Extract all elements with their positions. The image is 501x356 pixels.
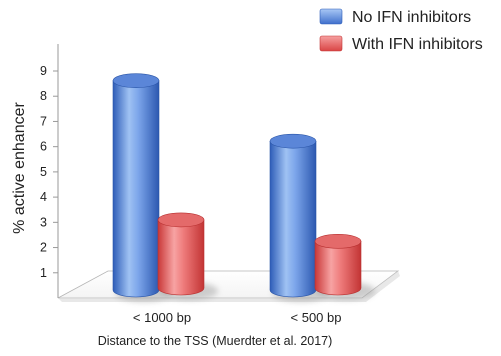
bar-with-ifn-1: [314, 234, 375, 300]
legend-label-no-ifn: No IFN inhibitors: [352, 9, 471, 26]
y-tick-label: 4: [40, 190, 47, 204]
bar-top: [157, 212, 205, 228]
legend-label-with-ifn: With IFN inhibitors: [352, 36, 483, 53]
category-label: < 1000 bp: [133, 310, 191, 325]
y-tick-label: 6: [40, 140, 47, 154]
y-ticks: 1 2 3 4 5 6 7 8 9: [40, 64, 58, 280]
bars-group: [112, 73, 375, 302]
floor-shadow: [58, 271, 400, 302]
x-axis-label: Distance to the TSS (Muerdter et al. 201…: [98, 334, 333, 348]
category-label: < 500 bp: [291, 310, 342, 325]
bar-top: [112, 73, 160, 88]
y-axis-label: % active enhancer: [11, 102, 28, 234]
y-tick-label: 7: [40, 114, 47, 128]
y-tick-label: 5: [40, 165, 47, 179]
y-tick-label: 2: [40, 241, 47, 255]
bar-body: [314, 241, 362, 296]
y-tick-label: 3: [40, 215, 47, 229]
legend-swatch-with-ifn: [319, 35, 343, 52]
legend: No IFN inhibitors With IFN inhibitors: [319, 8, 483, 53]
bar-top: [269, 133, 317, 149]
y-tick-label: 1: [40, 266, 47, 280]
bar-top: [314, 234, 362, 249]
bar-body: [157, 219, 205, 296]
bar-with-ifn-0: [157, 212, 218, 300]
y-tick-label: 8: [40, 89, 47, 103]
bar-no-ifn-0: [112, 73, 173, 302]
category-labels: < 1000 bp < 500 bp: [133, 310, 342, 325]
bar-body: [269, 140, 317, 298]
bar-body: [112, 80, 160, 298]
legend-swatch-no-ifn: [319, 8, 343, 25]
y-tick-label: 9: [40, 64, 47, 78]
